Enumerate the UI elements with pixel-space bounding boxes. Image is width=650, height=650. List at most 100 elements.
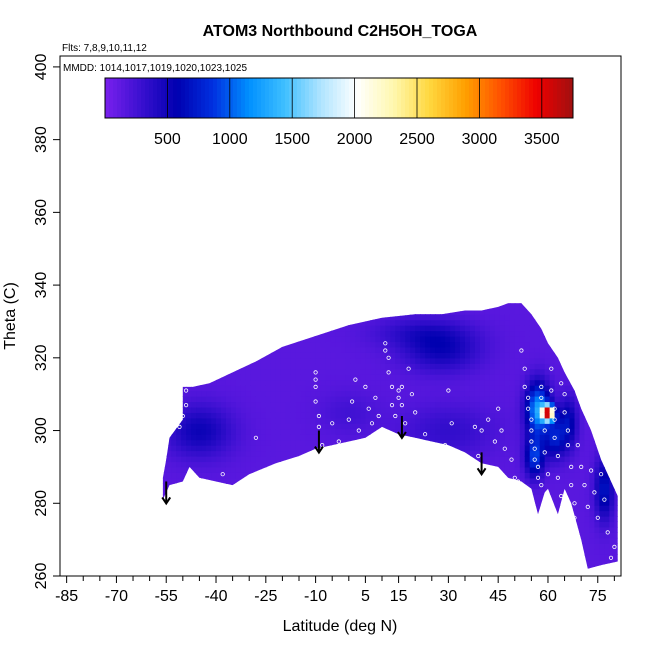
heatmap-cell (420, 505, 426, 512)
heatmap-cell (464, 472, 471, 479)
heatmap-cell (479, 368, 486, 375)
heatmap-cell (594, 412, 601, 419)
heatmap-cell (176, 516, 182, 523)
heatmap-cell (619, 478, 625, 484)
heatmap-cell (285, 396, 292, 403)
heatmap-cell (216, 314, 222, 321)
heatmap-cell (216, 352, 222, 359)
heatmap-cell (405, 456, 411, 463)
heatmap-cell (450, 537, 456, 544)
heatmap-cell (345, 401, 352, 408)
heatmap-cell (181, 319, 187, 326)
heatmap-cell (405, 341, 411, 348)
heatmap-cell (186, 565, 192, 569)
heatmap-cell (539, 445, 546, 452)
heatmap-cell (275, 417, 282, 424)
heatmap-cell (375, 488, 381, 495)
sample-point (542, 428, 547, 433)
heatmap-cell (464, 466, 471, 473)
heatmap-cell (255, 477, 262, 484)
heatmap-cell (235, 330, 242, 337)
heatmap-cell (559, 412, 566, 419)
heatmap-cell (410, 341, 416, 348)
heatmap-cell (584, 379, 591, 386)
heatmap-cell (564, 434, 571, 441)
heatmap-cell (614, 532, 618, 539)
heatmap-cell (544, 526, 551, 533)
heatmap-cell (270, 385, 277, 392)
heatmap-cell (350, 477, 357, 484)
heatmap-cell (275, 543, 282, 550)
heatmap-cell (162, 439, 167, 446)
heatmap-cell (310, 526, 317, 533)
heatmap-cell (509, 319, 516, 326)
heatmap-cell (554, 439, 561, 446)
heatmap-cell (579, 390, 586, 397)
heatmap-cell (534, 537, 541, 544)
heatmap-cell (395, 521, 401, 528)
heatmap-cell (464, 325, 471, 332)
heatmap-cell (614, 341, 618, 348)
heatmap-cell (320, 303, 327, 304)
heatmap-cell (370, 308, 376, 315)
heatmap-cell (519, 308, 526, 315)
heatmap-cell (405, 472, 411, 479)
heatmap-cell (365, 363, 371, 370)
heatmap-cell (250, 477, 257, 484)
heatmap-cell (325, 374, 332, 381)
heatmap-cell (156, 347, 162, 353)
heatmap-cell (390, 488, 396, 495)
heatmap-cell (400, 423, 406, 430)
heatmap-cell (495, 292, 501, 298)
heatmap-cell (579, 303, 586, 304)
heatmap-cell (206, 532, 212, 539)
heatmap-cell (554, 303, 561, 304)
heatmap-cell (484, 516, 491, 523)
heatmap-cell (230, 548, 237, 555)
heatmap-cell (206, 308, 212, 315)
heatmap-cell (295, 374, 302, 381)
heatmap-cell (430, 488, 436, 495)
heatmap-cell (529, 308, 536, 315)
heatmap-cell (295, 423, 302, 430)
heatmap-cell (609, 396, 615, 403)
heatmap-cell (285, 363, 292, 370)
heatmap-cell (474, 456, 481, 463)
heatmap-cell (380, 346, 386, 353)
sample-point (579, 464, 584, 469)
heatmap-cell (225, 548, 232, 555)
heatmap-cell (604, 434, 610, 441)
heatmap-cell (260, 565, 267, 569)
heatmap-cell (275, 385, 282, 392)
heatmap-cell (494, 477, 501, 484)
heatmap-cell (455, 526, 461, 533)
heatmap-cell (375, 417, 381, 424)
heatmap-cell (370, 439, 376, 446)
heatmap-cell (509, 499, 516, 506)
heatmap-cell (196, 428, 202, 435)
heatmap-cell (350, 325, 357, 332)
heatmap-cell (479, 456, 486, 463)
heatmap-cell (579, 510, 586, 517)
heatmap-cell (390, 472, 396, 479)
heatmap-cell (181, 499, 187, 506)
heatmap-cell (484, 521, 491, 528)
heatmap-cell (464, 450, 471, 457)
heatmap-cell (410, 526, 416, 533)
heatmap-cell (524, 494, 531, 501)
heatmap-cell (405, 499, 411, 506)
heatmap-cell (315, 368, 322, 375)
heatmap-cell (579, 477, 586, 484)
heatmap-cell (410, 357, 416, 364)
heatmap-cell (460, 368, 466, 375)
heatmap-cell (430, 505, 436, 512)
heatmap-cell (225, 505, 232, 512)
heatmap-cell (370, 352, 376, 359)
heatmap-cell (514, 363, 521, 370)
heatmap-cell (559, 401, 566, 408)
sample-point (349, 399, 355, 404)
heatmap-cell (201, 543, 207, 550)
heatmap-cell (320, 390, 327, 397)
heatmap-cell (390, 396, 396, 403)
heatmap-cell (295, 494, 302, 501)
